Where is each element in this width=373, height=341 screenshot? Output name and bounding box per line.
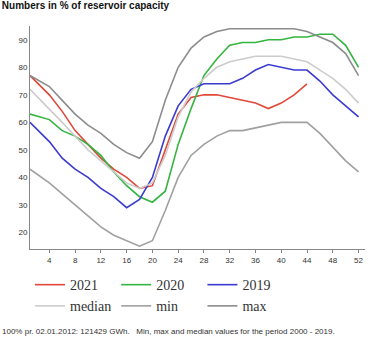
svg-text:28: 28: [199, 256, 208, 265]
svg-text:60: 60: [18, 118, 27, 127]
svg-text:max: max: [242, 299, 266, 314]
svg-text:20: 20: [18, 228, 27, 237]
svg-text:24: 24: [174, 256, 183, 265]
svg-text:100% pr. 02.01.2012: 121429 GW: 100% pr. 02.01.2012: 121429 GWh. Min, ma…: [2, 327, 335, 336]
svg-text:80: 80: [18, 63, 27, 72]
svg-text:16: 16: [122, 256, 131, 265]
svg-text:2019: 2019: [242, 278, 270, 293]
svg-text:70: 70: [18, 91, 27, 100]
svg-text:12: 12: [96, 256, 105, 265]
svg-text:20: 20: [148, 256, 157, 265]
svg-text:90: 90: [18, 36, 27, 45]
svg-text:44: 44: [303, 256, 312, 265]
svg-text:Numbers in % of reservoir capa: Numbers in % of reservoir capacity: [2, 0, 170, 11]
svg-text:48: 48: [328, 256, 337, 265]
svg-text:8: 8: [73, 256, 78, 265]
svg-text:2020: 2020: [156, 278, 184, 293]
svg-text:median: median: [70, 299, 111, 314]
svg-text:50: 50: [18, 146, 27, 155]
svg-text:4: 4: [47, 256, 52, 265]
svg-text:2021: 2021: [70, 278, 98, 293]
svg-text:32: 32: [225, 256, 234, 265]
svg-text:30: 30: [18, 201, 27, 210]
svg-text:36: 36: [251, 256, 260, 265]
svg-text:min: min: [156, 299, 178, 314]
svg-text:52: 52: [354, 256, 363, 265]
svg-text:40: 40: [18, 173, 27, 182]
svg-text:40: 40: [277, 256, 286, 265]
